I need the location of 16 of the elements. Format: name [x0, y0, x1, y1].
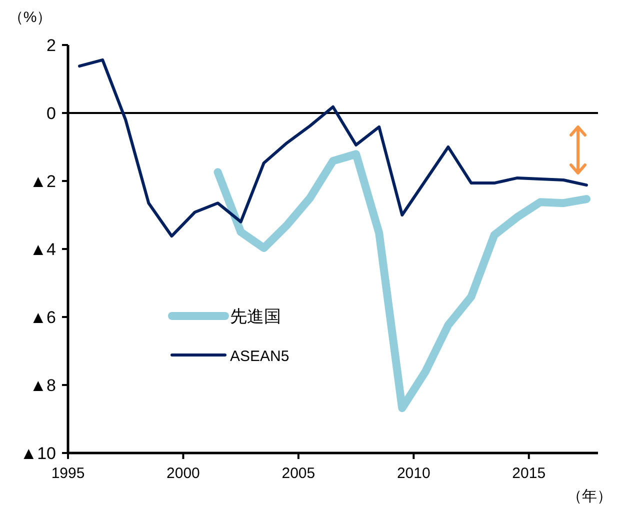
y-tick-label: ▲4	[30, 240, 56, 259]
x-axis-title: （年）	[567, 488, 612, 505]
x-tick-label: 2005	[282, 465, 316, 482]
y-tick-label: 0	[46, 104, 56, 123]
y-tick-label: ▲10	[20, 444, 56, 463]
y-tick-label: ▲8	[30, 376, 56, 395]
x-tick-label: 1995	[51, 465, 85, 482]
x-tick-label: 2010	[396, 465, 430, 482]
y-tick-label: 2	[46, 36, 56, 55]
y-tick-label: ▲6	[30, 308, 56, 327]
legend-label: 先進国	[230, 307, 281, 326]
y-tick-label: ▲2	[30, 172, 56, 191]
x-tick-label: 2015	[512, 465, 546, 482]
y-axis-title: （%）	[8, 9, 52, 26]
legend-label: ASEAN5	[230, 348, 290, 365]
x-tick-label: 2000	[166, 465, 200, 482]
